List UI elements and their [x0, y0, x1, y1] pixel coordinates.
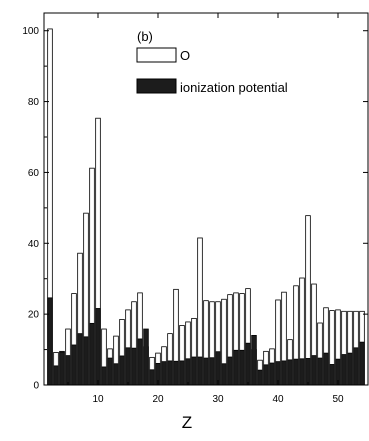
bar-ionization-potential-z34	[239, 349, 245, 386]
y-tick-label-80: 80	[28, 97, 40, 108]
bar-ionization-potential-z17	[137, 338, 143, 386]
x-tick-label-30: 30	[212, 394, 224, 405]
x-tick-label-40: 40	[272, 394, 284, 405]
y-tick-label-40: 40	[28, 239, 40, 250]
bar-ionization-potential-z4	[59, 351, 65, 386]
bar-ionization-potential-z23	[173, 360, 179, 386]
bar-ionization-potential-z22	[167, 360, 173, 386]
bar-ionization-potential-z53	[353, 347, 359, 386]
axes-layer: 0 20 40 60 80 100 10 20 30 40 50	[22, 12, 369, 405]
bar-ionization-potential-z35	[245, 342, 251, 386]
bar-ionization-potential-z46	[311, 355, 317, 386]
bar-ionization-potential-z38	[263, 364, 269, 386]
bar-ionization-potential-z11	[101, 366, 107, 386]
bar-ionization-potential-z41	[281, 360, 287, 386]
bar-ionization-potential-z29	[209, 357, 215, 386]
y-tick-label-0: 0	[33, 381, 39, 392]
plot-frame	[43, 12, 369, 386]
legend-swatch-o	[136, 47, 177, 63]
y-tick-label-20: 20	[28, 310, 40, 321]
bar-ionization-potential-z44	[299, 358, 305, 386]
bar-ionization-potential-z42	[287, 359, 293, 386]
bar-ionization-potential-z21	[161, 361, 167, 386]
bar-ionization-potential-z9	[89, 322, 95, 386]
bar-ionization-potential-z16	[131, 347, 137, 386]
legend-label-o: O	[180, 48, 190, 63]
bar-ionization-potential-z12	[107, 357, 113, 386]
bar-ionization-potential-z3	[53, 365, 59, 386]
panel-label: (b)	[137, 29, 153, 44]
x-tick-label-20: 20	[152, 394, 164, 405]
bar-ionization-potential-z49	[329, 364, 335, 386]
legend: O ionization potential	[136, 47, 288, 95]
bar-ionization-potential-z10	[95, 308, 101, 386]
bar-ionization-potential-z51	[341, 354, 347, 386]
bar-ionization-potential-z45	[305, 358, 311, 386]
bar-ionization-potential-z54	[359, 341, 365, 386]
y-tick-label-100: 100	[22, 26, 39, 37]
bar-ionization-potential-z37	[257, 369, 263, 386]
bar-ionization-potential-z39	[269, 362, 275, 386]
bar-ionization-potential-z13	[113, 363, 119, 386]
bar-ionization-potential-z32	[227, 356, 233, 386]
bar-ionization-potential-z6	[71, 344, 77, 386]
bar-ionization-potential-z7	[77, 333, 83, 386]
x-tick-label-50: 50	[332, 394, 344, 405]
bar-ionization-potential-z26	[191, 356, 197, 386]
bar-ionization-potential-z33	[233, 349, 239, 386]
bar-ionization-potential-z15	[125, 347, 131, 386]
x-axis-title: Z	[182, 413, 192, 432]
bar-ionization-potential-z24	[179, 360, 185, 386]
bar-ionization-potential-z14	[119, 355, 125, 386]
y-tick-label-60: 60	[28, 168, 40, 179]
bar-ionization-potential-z36	[251, 334, 257, 386]
bar-ionization-potential-z47	[317, 357, 323, 386]
bar-ionization-potential-z5	[65, 355, 71, 386]
bar-ionization-potential-z8	[83, 336, 89, 386]
legend-label-ionization-potential: ionization potential	[180, 80, 288, 95]
bar-ionization-potential-z19	[149, 369, 155, 386]
bar-ionization-potential-z48	[323, 352, 329, 386]
bar-ionization-potential-z28	[203, 357, 209, 386]
bar-ionization-potential-z2	[47, 297, 53, 386]
bar-ionization-potential-z31	[221, 363, 227, 386]
legend-swatch-ionization-potential	[136, 78, 177, 94]
bar-ionization-potential-z43	[293, 358, 299, 386]
bar-ionization-potential-z18	[143, 328, 149, 386]
x-tick-label-10: 10	[92, 394, 104, 405]
bar-ionization-potential-z27	[197, 356, 203, 386]
bar-ionization-potential-z52	[347, 352, 353, 386]
bar-ionization-potential-z25	[185, 358, 191, 386]
